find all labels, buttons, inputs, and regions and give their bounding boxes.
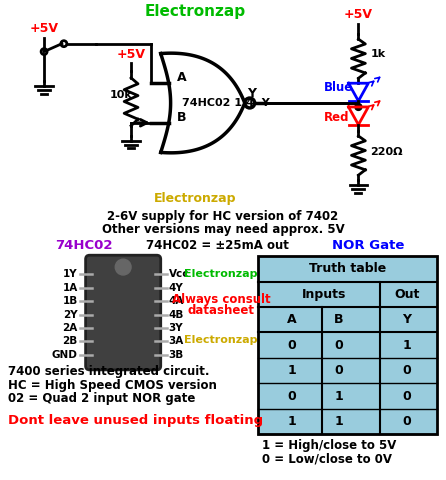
- Text: 1: 1: [403, 339, 411, 352]
- Text: 4Y: 4Y: [169, 283, 183, 293]
- Text: Electronzap: Electronzap: [154, 192, 236, 205]
- Text: 02 = Quad 2 input NOR gate: 02 = Quad 2 input NOR gate: [8, 393, 195, 406]
- Text: 7400 series integrated circuit.: 7400 series integrated circuit.: [8, 365, 209, 378]
- Text: 4A: 4A: [169, 296, 184, 306]
- Text: 0: 0: [403, 415, 411, 428]
- Text: Blue: Blue: [324, 81, 353, 94]
- Text: Electronzap: Electronzap: [145, 4, 246, 19]
- Text: 0: 0: [334, 339, 343, 352]
- Text: 74HC02 = ±25mA out: 74HC02 = ±25mA out: [146, 240, 289, 252]
- Text: GND: GND: [52, 349, 78, 360]
- Text: 2B: 2B: [62, 336, 78, 346]
- Text: B: B: [334, 313, 343, 326]
- Text: 0: 0: [287, 389, 296, 403]
- Text: 2A: 2A: [62, 323, 78, 333]
- Text: 1 = High/close to 5V: 1 = High/close to 5V: [261, 439, 396, 452]
- Text: +5V: +5V: [29, 22, 58, 35]
- Text: 1Y: 1Y: [63, 269, 78, 279]
- Text: Y: Y: [247, 87, 256, 100]
- Text: 3B: 3B: [169, 349, 184, 360]
- Text: 74HC02: 74HC02: [55, 240, 112, 252]
- Text: NOR Gate: NOR Gate: [332, 240, 405, 252]
- Text: 10k: 10k: [109, 90, 132, 100]
- Text: Vcc: Vcc: [169, 269, 189, 279]
- FancyBboxPatch shape: [86, 255, 161, 370]
- Text: 1: 1: [334, 415, 343, 428]
- Text: Red: Red: [324, 111, 349, 124]
- Text: 0: 0: [287, 339, 296, 352]
- Text: 2-6V supply for HC version of 7402: 2-6V supply for HC version of 7402: [107, 210, 339, 223]
- Text: +5V: +5V: [344, 8, 373, 21]
- Text: Electronzap: Electronzap: [184, 268, 258, 278]
- Bar: [258, 256, 438, 434]
- Text: Electronzap: Electronzap: [184, 335, 258, 345]
- Text: Dont leave unused inputs floating: Dont leave unused inputs floating: [8, 414, 263, 427]
- Circle shape: [115, 259, 131, 275]
- Text: Always consult: Always consult: [172, 293, 270, 306]
- Text: 0: 0: [334, 364, 343, 377]
- Text: 1k: 1k: [370, 48, 385, 59]
- Text: 74HC02 1/4  Y: 74HC02 1/4 Y: [182, 98, 270, 108]
- Circle shape: [355, 104, 362, 110]
- Text: A: A: [287, 313, 297, 326]
- Text: Inputs: Inputs: [302, 288, 347, 301]
- Text: 220Ω: 220Ω: [370, 147, 403, 157]
- Text: 0: 0: [403, 364, 411, 377]
- Text: 3A: 3A: [169, 336, 184, 346]
- Text: +5V: +5V: [116, 48, 145, 60]
- Text: 1: 1: [287, 415, 296, 428]
- Text: datasheet: datasheet: [187, 304, 255, 317]
- Text: 2Y: 2Y: [63, 310, 78, 320]
- Text: 1: 1: [334, 389, 343, 403]
- Text: Y: Y: [402, 313, 411, 326]
- Text: Other versions may need approx. 5V: Other versions may need approx. 5V: [102, 224, 344, 237]
- Text: Truth table: Truth table: [309, 263, 386, 276]
- Text: 0: 0: [403, 389, 411, 403]
- Text: B: B: [177, 111, 186, 124]
- Text: 1B: 1B: [62, 296, 78, 306]
- Text: 3Y: 3Y: [169, 323, 183, 333]
- Text: Out: Out: [394, 288, 420, 301]
- Text: 0 = Low/close to 0V: 0 = Low/close to 0V: [261, 453, 392, 466]
- Text: 4B: 4B: [169, 310, 184, 320]
- Text: HC = High Speed CMOS version: HC = High Speed CMOS version: [8, 379, 216, 392]
- Text: 1: 1: [287, 364, 296, 377]
- Text: 1A: 1A: [62, 283, 78, 293]
- Text: A: A: [177, 71, 186, 84]
